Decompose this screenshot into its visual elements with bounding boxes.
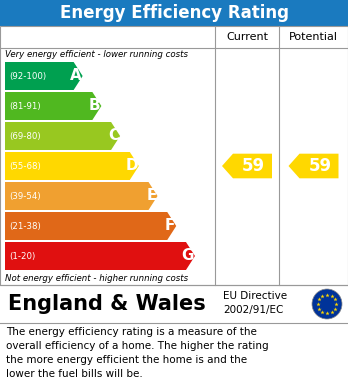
Text: Not energy efficient - higher running costs: Not energy efficient - higher running co…: [5, 274, 188, 283]
Text: B: B: [89, 99, 100, 113]
Text: E: E: [146, 188, 157, 203]
Polygon shape: [5, 212, 176, 240]
Polygon shape: [288, 154, 339, 178]
Text: (55-68): (55-68): [9, 161, 41, 170]
Polygon shape: [5, 92, 101, 120]
Text: Potential: Potential: [289, 32, 338, 42]
Text: Energy Efficiency Rating: Energy Efficiency Rating: [60, 4, 288, 22]
Text: G: G: [181, 249, 194, 264]
Text: Current: Current: [226, 32, 268, 42]
Text: (39-54): (39-54): [9, 192, 41, 201]
Bar: [0, 0, 348, 26]
Polygon shape: [5, 62, 82, 90]
Text: D: D: [125, 158, 138, 174]
Polygon shape: [5, 152, 139, 180]
Text: (1-20): (1-20): [9, 251, 35, 260]
Polygon shape: [222, 154, 272, 178]
Text: (92-100): (92-100): [9, 72, 46, 81]
Text: A: A: [70, 68, 82, 84]
Text: England & Wales: England & Wales: [8, 294, 206, 314]
Text: The energy efficiency rating is a measure of the
overall efficiency of a home. T: The energy efficiency rating is a measur…: [6, 327, 269, 379]
Polygon shape: [5, 182, 158, 210]
Text: (69-80): (69-80): [9, 131, 41, 140]
Circle shape: [312, 289, 342, 319]
Bar: [0, 26, 348, 285]
Text: (81-91): (81-91): [9, 102, 41, 111]
Polygon shape: [5, 242, 195, 270]
Text: C: C: [108, 129, 119, 143]
Text: Very energy efficient - lower running costs: Very energy efficient - lower running co…: [5, 50, 188, 59]
Text: (21-38): (21-38): [9, 221, 41, 231]
Polygon shape: [5, 122, 120, 150]
Text: 59: 59: [308, 157, 332, 175]
Text: F: F: [165, 219, 175, 233]
Text: EU Directive
2002/91/EC: EU Directive 2002/91/EC: [223, 291, 287, 315]
Text: 59: 59: [242, 157, 265, 175]
